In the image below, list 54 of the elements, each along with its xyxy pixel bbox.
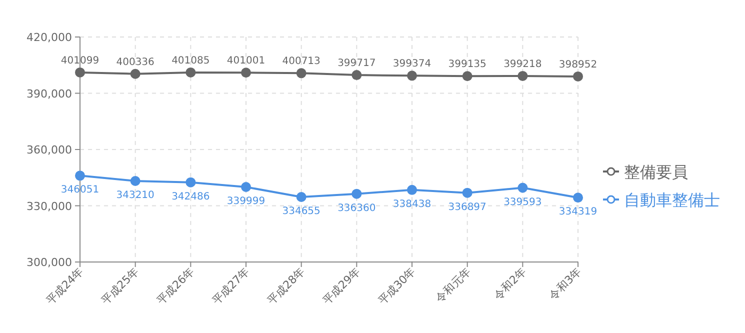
data-label: 343210 — [116, 190, 154, 201]
data-label: 399374 — [392, 58, 432, 70]
x-tick-label: 令和3年 — [546, 264, 584, 302]
point — [407, 184, 417, 195]
data-label: 336897 — [448, 202, 486, 213]
point — [186, 67, 196, 78]
point — [462, 188, 472, 198]
point — [241, 182, 251, 192]
point — [518, 182, 528, 193]
x-tick-label: 平成28年 — [265, 264, 308, 308]
point — [462, 71, 472, 82]
point — [241, 68, 251, 78]
data-label: 399135 — [448, 59, 486, 70]
data-label: 338438 — [392, 198, 432, 210]
data-label: 339593 — [504, 196, 542, 208]
y-tick-label: 420,000 — [26, 31, 72, 44]
x-tick-label: 平成26年 — [154, 264, 197, 308]
x-tick-label: 平成27年 — [210, 264, 252, 308]
data-label: 334655 — [282, 206, 320, 218]
x-tick-label: 平成29年 — [320, 264, 363, 308]
point — [352, 188, 362, 199]
legend-label: 整備要員 — [624, 162, 688, 182]
x-tick-label: 平成25年 — [99, 264, 142, 308]
y-tick-label: 330,000 — [26, 200, 72, 213]
point — [407, 70, 417, 81]
data-label: 339999 — [226, 196, 266, 207]
y-tick-label: 390,000 — [26, 87, 72, 100]
data-label: 334319 — [558, 206, 598, 218]
data-label: 398952 — [558, 59, 598, 70]
point — [518, 70, 528, 81]
data-label: 401001 — [226, 56, 266, 67]
data-label: 399218 — [504, 58, 542, 70]
legend-label: 自動車整備士 — [624, 190, 720, 210]
point — [75, 170, 85, 181]
data-label: 336360 — [338, 202, 376, 214]
x-tick-label: 平成30年 — [376, 264, 418, 308]
x-tick-label: 令和2年 — [491, 264, 529, 302]
point — [573, 71, 583, 82]
data-label: 400713 — [282, 56, 320, 68]
data-label: 399717 — [338, 58, 376, 70]
data-label: 401085 — [172, 55, 210, 66]
point — [352, 70, 362, 80]
y-tick-label: 300,000 — [26, 256, 72, 269]
point — [296, 68, 306, 78]
data-label: 400336 — [116, 56, 154, 68]
point — [130, 68, 140, 79]
point — [573, 192, 583, 203]
point — [186, 177, 196, 188]
data-label: 342486 — [172, 191, 210, 202]
point — [296, 192, 306, 202]
point — [75, 67, 85, 78]
y-tick-label: 360,000 — [26, 144, 72, 156]
x-tick-label: 令和元年 — [433, 264, 474, 306]
point — [130, 176, 140, 186]
